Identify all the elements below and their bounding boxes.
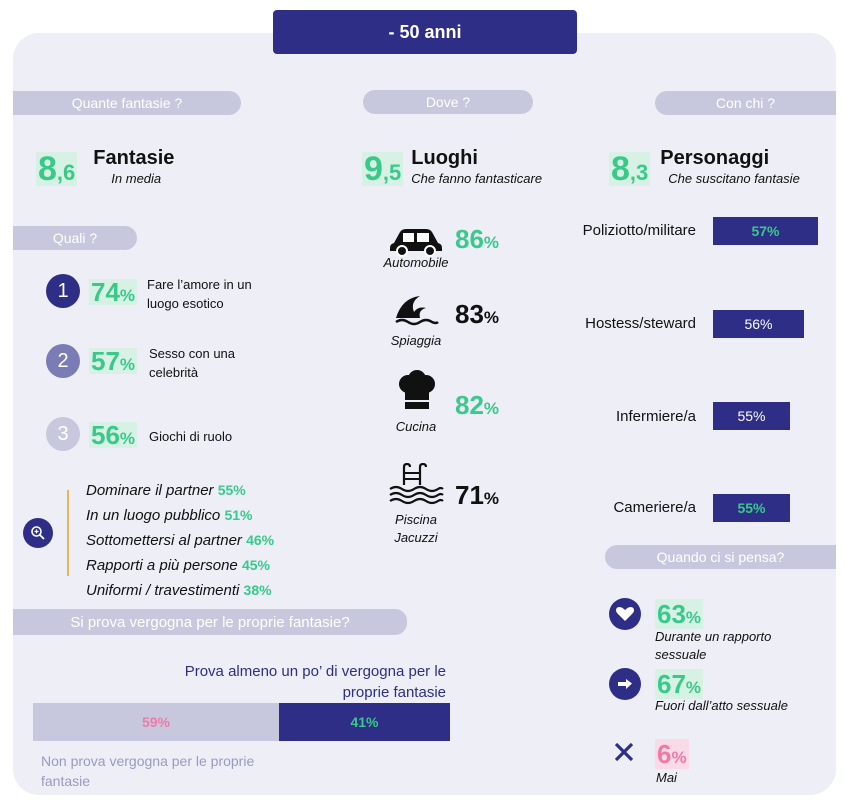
cross-icon xyxy=(613,741,635,768)
list-item: Dominare il partner 55% xyxy=(86,482,246,499)
rank-1-badge: 1 xyxy=(46,274,80,308)
rank-2-pct: 57% xyxy=(89,346,138,376)
place-automobile-pct: 86% xyxy=(455,224,500,254)
wave-icon xyxy=(394,292,440,331)
section-dove-label: Dove ? xyxy=(363,90,533,114)
heart-icon xyxy=(609,598,641,630)
place-cucina-pct: 82% xyxy=(455,390,500,420)
place-automobile-label: Automobile xyxy=(383,255,449,270)
stat-fantasie-title: Fantasie xyxy=(93,147,175,169)
vergogna-no-segment: 59% xyxy=(33,703,280,741)
other-fantasies-list: Dominare il partner 55% In un luogo pubb… xyxy=(86,478,274,603)
chef-hat-icon xyxy=(397,370,437,417)
who-label-0: Poliziotto/militare xyxy=(582,222,696,239)
stat-luoghi-title: Luoghi xyxy=(411,147,478,169)
list-item: Sottomettersi al partner 46% xyxy=(86,532,275,549)
rank-3-text: Giochi di ruolo xyxy=(149,429,233,444)
stat-luoghi-sub: Che fanno fantasticare xyxy=(411,171,543,186)
zoom-in-icon[interactable] xyxy=(23,518,53,548)
place-piscina-pct: 71% xyxy=(455,480,500,510)
car-icon xyxy=(388,223,444,262)
stat-personaggi-sub: Che suscitano fantasie xyxy=(668,171,800,186)
when-never-text: Mai xyxy=(656,770,677,785)
when-outside-pct: 67% xyxy=(655,669,704,699)
vergogna-no-label: Non prova vergogna per le proprie fantasi… xyxy=(41,753,255,790)
infographic-panel xyxy=(13,33,836,795)
rank-1-pct: 74% xyxy=(89,277,138,307)
section-quando-label: Quando ci si pensa? xyxy=(605,545,836,569)
who-label-3: Cameriere/a xyxy=(613,499,696,516)
rank-1-text: Fare l’amore in un luogo esotico xyxy=(147,277,252,311)
place-piscina-label: Piscina Jacuzzi xyxy=(394,512,438,545)
who-bar-2: 55% xyxy=(713,402,790,430)
rank-2-text: Sesso con una celebrità xyxy=(149,346,236,380)
rank-3-badge: 3 xyxy=(46,417,80,451)
stat-luoghi: 9,5 Luoghi Che fanno fantasticare xyxy=(362,147,543,188)
list-item: Rapporti a più persone 45% xyxy=(86,557,270,574)
section-con-chi-label: Con chi ? xyxy=(655,91,836,115)
list-divider xyxy=(67,490,69,576)
vergogna-yes-segment: 41% xyxy=(279,703,450,741)
who-label-2: Infermiere/a xyxy=(615,408,696,425)
when-outside-text: Fuori dall’atto sessuale xyxy=(655,698,788,713)
stat-personaggi-title: Personaggi xyxy=(660,147,770,169)
when-during-pct: 63% xyxy=(655,599,704,629)
rank-2-badge: 2 xyxy=(46,344,80,378)
who-label-1: Hostess/steward xyxy=(585,315,696,332)
vergogna-bar: 59% 41% xyxy=(33,703,450,741)
stat-fantasie: 8,6 Fantasie In media xyxy=(36,147,175,188)
section-vergogna-label: Si prova vergogna per le proprie fantasi… xyxy=(13,609,407,635)
pool-icon xyxy=(388,462,444,510)
place-spiaggia-pct: 83% xyxy=(455,299,500,329)
rank-3-pct: 56% xyxy=(89,420,138,450)
section-quali-label: Quali ? xyxy=(13,226,137,250)
who-bar-1: 56% xyxy=(713,310,804,338)
section-quante-label: Quante fantasie ? xyxy=(13,91,241,115)
place-cucina-label: Cucina xyxy=(395,419,437,434)
who-bar-3: 55% xyxy=(713,494,790,522)
stat-fantasie-sub: In media xyxy=(111,171,162,186)
vergogna-yes-label: Prova almeno un po’ di vergogna per le pr… xyxy=(184,663,446,701)
page-title: - 50 anni xyxy=(273,10,577,54)
arrow-icon xyxy=(609,668,641,700)
when-never-pct: 6% xyxy=(655,739,689,769)
when-during-text: Durante un rapporto sessuale xyxy=(655,629,772,662)
list-item: Uniformi / travestimenti 38% xyxy=(86,582,272,599)
who-bar-0: 57% xyxy=(713,217,818,245)
place-spiaggia-label: Spiaggia xyxy=(390,333,442,348)
list-item: In un luogo pubblico 51% xyxy=(86,507,253,524)
stat-personaggi: 8,3 Personaggi Che suscitano fantasie xyxy=(609,147,800,188)
